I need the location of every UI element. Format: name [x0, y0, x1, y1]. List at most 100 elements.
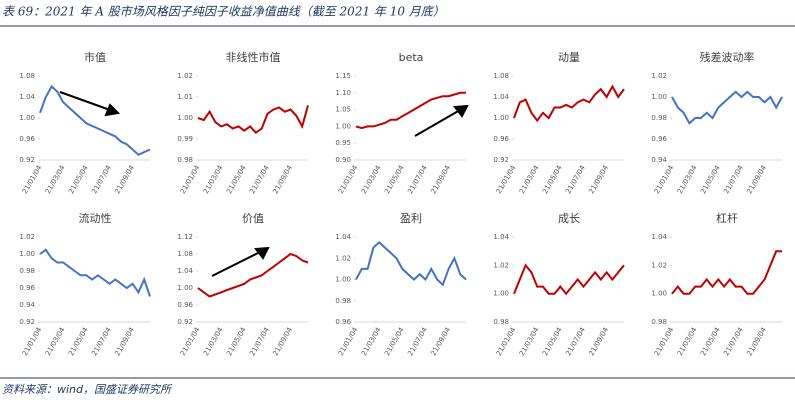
y-tick-label: 1.04 [19, 93, 35, 101]
y-tick-label: 0.96 [19, 284, 35, 292]
y-tick-label: 0.98 [651, 114, 667, 122]
panel-title: 成长 [558, 212, 580, 225]
x-tick-label: 21/07/04 [722, 164, 745, 196]
x-tick-label: 21/01/04 [21, 164, 44, 196]
x-tick-label: 21/01/04 [179, 326, 202, 358]
arrow-head [254, 246, 270, 260]
y-tick-label: 1.02 [335, 254, 351, 262]
y-tick-label: 0.90 [335, 156, 351, 164]
y-tick-label: 1.04 [493, 233, 509, 241]
series-line [513, 84, 625, 123]
x-tick-label: 21/07/04 [564, 326, 587, 358]
series-line [197, 105, 309, 135]
x-tick-label: 21/01/04 [337, 326, 360, 358]
x-tick-label: 21/09/04 [271, 164, 294, 196]
x-tick-label: 21/07/04 [90, 164, 113, 196]
panel-title: 市值 [84, 50, 106, 64]
x-tick-label: 21/05/04 [383, 326, 406, 358]
x-tick-label: 21/05/04 [67, 164, 90, 196]
y-tick-label: 1.00 [493, 290, 509, 298]
x-tick-label: 21/09/04 [745, 164, 768, 196]
series-line [355, 91, 466, 130]
x-tick-label: 21/07/04 [248, 164, 271, 196]
x-tick-label: 21/01/04 [21, 326, 44, 358]
x-tick-label: 21/05/04 [699, 326, 722, 358]
x-tick-label: 21/05/04 [383, 164, 406, 196]
x-tick-label: 21/05/04 [225, 164, 248, 196]
series-line [39, 84, 151, 156]
y-tick-label: 0.94 [651, 156, 667, 164]
x-tick-label: 21/09/04 [429, 164, 452, 196]
x-tick-label: 21/05/04 [541, 164, 564, 196]
panel-title: 非线性市值 [226, 50, 281, 64]
y-tick-label: 1.02 [177, 72, 193, 80]
y-tick-label: 0.96 [335, 318, 351, 326]
x-tick-label: 21/03/04 [202, 164, 225, 196]
x-tick-label: 21/03/04 [360, 326, 383, 358]
x-tick-label: 21/09/04 [587, 164, 610, 196]
x-tick-label: 21/05/04 [67, 326, 90, 358]
y-tick-label: 1.15 [335, 72, 351, 80]
arrow-head [104, 103, 121, 117]
x-tick-label: 21/01/04 [653, 164, 676, 196]
x-tick-label: 21/07/04 [722, 326, 745, 358]
y-tick-label: 1.04 [335, 233, 351, 241]
y-tick-label: 0.98 [493, 318, 509, 326]
x-tick-label: 21/03/04 [518, 326, 541, 358]
series-line [513, 263, 625, 296]
y-tick-label: 0.98 [19, 267, 35, 275]
x-tick-label: 21/03/04 [676, 164, 699, 196]
y-tick-label: 0.98 [651, 318, 667, 326]
y-tick-label: 1.00 [19, 250, 35, 258]
y-tick-label: 1.04 [177, 267, 193, 275]
x-tick-label: 21/01/04 [179, 164, 202, 196]
x-tick-label: 21/09/04 [587, 326, 610, 358]
x-tick-label: 21/09/04 [429, 326, 452, 358]
x-tick-label: 21/03/04 [202, 326, 225, 358]
y-tick-label: 0.98 [177, 156, 193, 164]
y-tick-label: 0.98 [335, 297, 351, 305]
y-tick-label: 1.02 [651, 261, 667, 269]
arrow [414, 109, 461, 137]
y-tick-label: 1.02 [651, 72, 667, 80]
y-tick-label: 1.00 [177, 114, 193, 122]
series-line [39, 248, 151, 297]
series-line [671, 90, 783, 125]
y-tick-label: 1.08 [493, 72, 509, 80]
panel-title: 残差波动率 [700, 50, 755, 64]
y-tick-label: 0.95 [335, 139, 351, 147]
y-tick-label: 1.08 [19, 72, 35, 80]
figure-title: 表 69：2021 年 A 股市场风格因子纯因子收益净值曲线（截至 2021 年… [2, 5, 445, 19]
y-tick-label: 0.92 [493, 156, 509, 164]
y-tick-label: 1.00 [335, 276, 351, 284]
panel-title: 动量 [558, 51, 580, 64]
x-tick-label: 21/09/04 [271, 326, 294, 358]
arrows [59, 91, 469, 277]
y-tick-label: 0.96 [19, 135, 35, 143]
x-tick-label: 21/03/04 [360, 164, 383, 196]
panel-title: 价值 [242, 212, 264, 225]
x-tick-label: 21/01/04 [495, 164, 518, 196]
x-tick-label: 21/01/04 [495, 326, 518, 358]
y-tick-label: 1.04 [651, 233, 667, 241]
y-tick-label: 1.00 [177, 284, 193, 292]
x-tick-label: 21/01/04 [337, 164, 360, 196]
y-tick-label: 0.92 [177, 318, 193, 326]
y-tick-label: 0.94 [19, 301, 35, 309]
source: 资料来源：wind，国盛证券研究所 [2, 383, 173, 396]
y-tick-label: 0.92 [19, 156, 35, 164]
panel-title: 杠杆 [716, 211, 738, 225]
arrow-head [453, 104, 469, 118]
panel-title: 流动性 [79, 211, 112, 225]
x-tick-label: 21/05/04 [541, 326, 564, 358]
y-tick-label: 0.96 [177, 301, 193, 309]
y-tick-label: 1.00 [651, 290, 667, 298]
y-tick-label: 1.04 [493, 93, 509, 101]
x-tick-label: 21/03/04 [518, 164, 541, 196]
y-tick-label: 1.00 [19, 114, 35, 122]
panel-title: beta [399, 51, 424, 64]
series-line [197, 252, 309, 298]
y-tick-label: 1.00 [335, 122, 351, 130]
x-tick-label: 21/07/04 [248, 326, 271, 358]
